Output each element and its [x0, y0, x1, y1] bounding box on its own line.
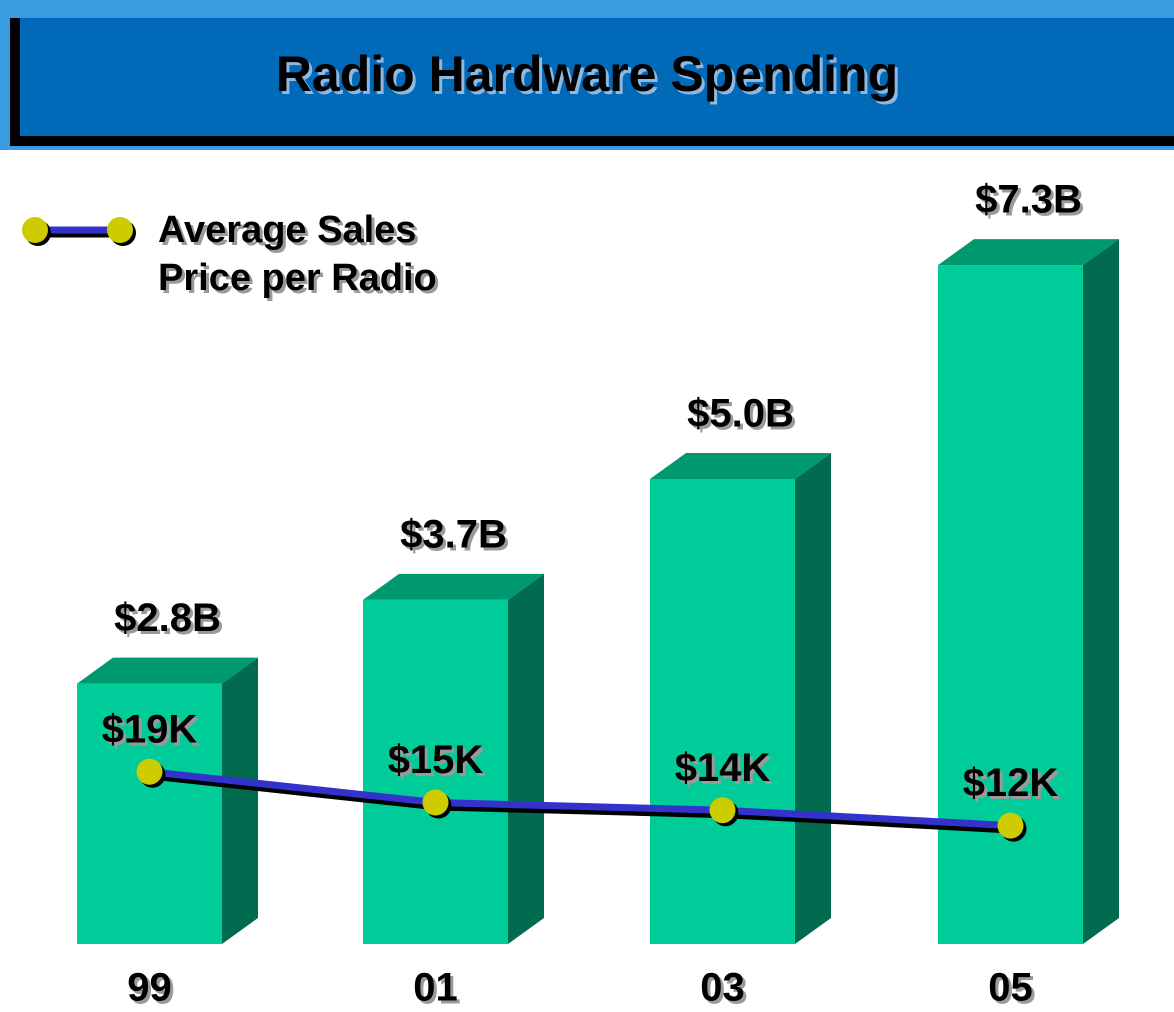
legend-label: Average Sales Price per Radio	[158, 209, 437, 299]
data-label: $19K	[102, 707, 198, 751]
data-label: $15K	[388, 738, 484, 782]
header-band	[20, 18, 1174, 136]
bar-top	[938, 239, 1119, 266]
bar	[77, 683, 222, 944]
chart-title: Radio Hardware Spending	[276, 46, 898, 102]
data-label: $12K	[963, 761, 1059, 805]
x-tick-label: 01	[413, 966, 458, 1010]
bar	[938, 265, 1083, 945]
marker	[997, 812, 1024, 839]
bar-top	[650, 453, 831, 479]
line	[149, 768, 1011, 830]
marker	[422, 789, 449, 816]
x-tick-label: 03	[700, 966, 745, 1010]
legend-marker	[107, 217, 133, 243]
x-tick-label: 99	[127, 966, 172, 1010]
bar-side	[1083, 239, 1119, 945]
data-label: $7.3B	[975, 178, 1082, 222]
bar-side	[508, 573, 544, 944]
marker	[136, 758, 163, 785]
data-label: $14K	[675, 746, 771, 790]
x-tick-label: 05	[988, 966, 1033, 1010]
line-shadow	[152, 771, 1014, 834]
bar-side	[222, 657, 258, 944]
data-label: $5.0B	[687, 392, 794, 436]
bar-side	[795, 453, 831, 944]
marker	[709, 797, 736, 824]
bar	[363, 599, 508, 944]
data-label: $2.8B	[114, 596, 221, 640]
legend-marker	[22, 217, 48, 243]
bar	[650, 479, 795, 944]
bar-top	[363, 573, 544, 600]
data-label: $3.7B	[400, 512, 507, 556]
bar-top	[77, 657, 258, 684]
